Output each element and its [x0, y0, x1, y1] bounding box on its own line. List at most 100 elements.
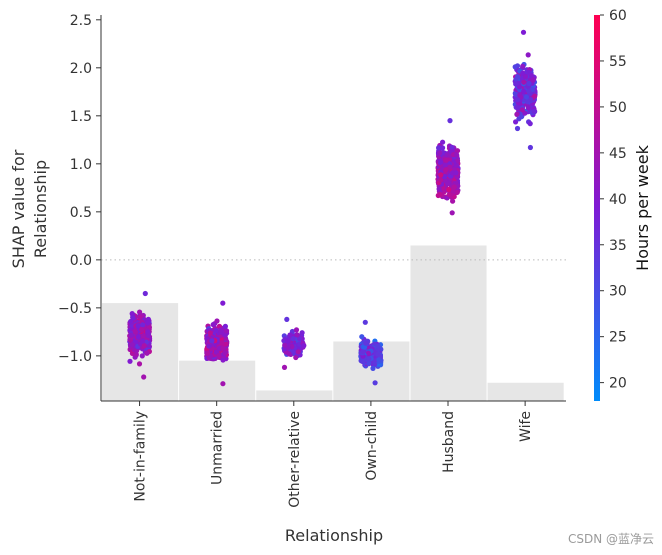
shap-point: [521, 88, 527, 95]
shap-point: [514, 97, 521, 103]
shap-point: [515, 74, 521, 80]
shap-point: [129, 311, 135, 317]
colorbar-gradient: [594, 15, 600, 401]
shap-point: [224, 328, 230, 334]
shap-point: [141, 374, 147, 380]
shap-point: [523, 94, 530, 100]
shap-point: [218, 327, 224, 333]
shap-point: [454, 189, 460, 195]
shap-point: [361, 344, 368, 350]
shap-point: [436, 145, 442, 151]
shap-point: [513, 81, 519, 87]
y-tick-label: 0.5: [70, 205, 92, 221]
shap-point: [140, 333, 146, 339]
shap-point: [451, 184, 457, 190]
shap-point: [454, 148, 461, 154]
shap-point: [286, 351, 292, 357]
shap-point: [363, 340, 369, 346]
shap-point: [222, 323, 228, 329]
shap-point: [524, 99, 531, 105]
shap-point: [449, 144, 455, 150]
shap-point: [140, 338, 146, 344]
shap-point: [144, 350, 150, 356]
shap-point: [523, 74, 529, 80]
shap-point: [527, 121, 533, 127]
shap-point: [145, 320, 151, 326]
shap-point: [370, 365, 376, 371]
shap-point: [290, 336, 296, 342]
shap-point: [135, 334, 141, 340]
colorbar-tick-label: 30: [609, 284, 627, 300]
shap-point: [128, 332, 134, 338]
shap-point: [135, 323, 141, 329]
shap-point: [360, 349, 366, 355]
shap-point: [127, 358, 133, 364]
shap-point: [443, 157, 449, 163]
shap-point: [287, 332, 293, 338]
shap-point: [281, 364, 288, 370]
shap-point: [139, 353, 145, 359]
shap-point: [512, 64, 518, 70]
shap-point: [372, 380, 378, 386]
shap-point: [132, 328, 138, 334]
shap-point: [220, 300, 226, 306]
colorbar-tick-label: 20: [609, 376, 627, 392]
shap-point: [514, 125, 521, 132]
shap-point: [376, 357, 382, 363]
shap-point: [213, 327, 219, 334]
shap-point: [220, 345, 226, 351]
shap-point: [128, 318, 134, 325]
shap-point: [454, 152, 460, 158]
shap-point: [447, 118, 453, 124]
shap-point: [219, 340, 225, 346]
shap-point: [129, 342, 135, 348]
shap-point: [520, 63, 526, 69]
shap-point: [437, 160, 443, 166]
watermark: CSDN @蓝净云: [567, 532, 654, 546]
colorbar-ticks: 20 25 30 35 40 45 50 55 60: [600, 8, 627, 392]
shap-point: [436, 186, 442, 192]
shap-point: [210, 322, 216, 328]
colorbar-tick-label: 45: [609, 146, 627, 162]
y-axis-title-line-1: SHAP value for: [9, 149, 28, 268]
y-tick-label: 1.0: [70, 157, 92, 173]
shap-point: [145, 332, 151, 339]
shap-point: [437, 191, 443, 197]
shap-point: [521, 79, 527, 85]
histogram-bar-husband: [410, 245, 487, 401]
shap-point: [530, 77, 536, 83]
shap-point: [284, 316, 290, 322]
shap-point: [365, 350, 371, 356]
shap-point: [375, 343, 381, 349]
shap-point: [366, 356, 372, 362]
shap-point: [220, 357, 226, 363]
shap-point: [137, 309, 143, 315]
x-tick-label: Other-relative: [287, 411, 303, 508]
shap-point: [134, 348, 140, 354]
colorbar-tick-label: 50: [609, 100, 627, 116]
x-ticks: Not-in-family Unmarried Other-relative Own-…: [133, 401, 534, 508]
y-tick-label: 0.0: [70, 253, 92, 269]
shap-point: [375, 351, 381, 357]
shap-point: [513, 119, 519, 125]
shap-point: [140, 322, 146, 328]
shap-point: [359, 358, 365, 364]
colorbar: 20 25 30 35 40 45 50 55 60 Hours per week: [594, 8, 652, 401]
shap-point: [450, 170, 456, 176]
colorbar-title: Hours per week: [633, 144, 652, 270]
shap-point: [220, 381, 226, 387]
shap-point: [295, 349, 301, 355]
shap-point: [446, 192, 452, 198]
shap-point: [450, 198, 456, 204]
colorbar-tick-label: 40: [609, 192, 627, 208]
shap-point: [362, 319, 368, 325]
x-tick-label: Unmarried: [210, 411, 226, 485]
x-axis-title: Relationship: [285, 526, 383, 545]
shap-point: [294, 332, 300, 338]
shap-point: [443, 167, 449, 173]
shap-points: [127, 29, 538, 387]
shap-point: [531, 108, 537, 114]
shap-point: [514, 111, 520, 117]
y-axis-title: SHAP value for Relationship: [9, 149, 50, 268]
